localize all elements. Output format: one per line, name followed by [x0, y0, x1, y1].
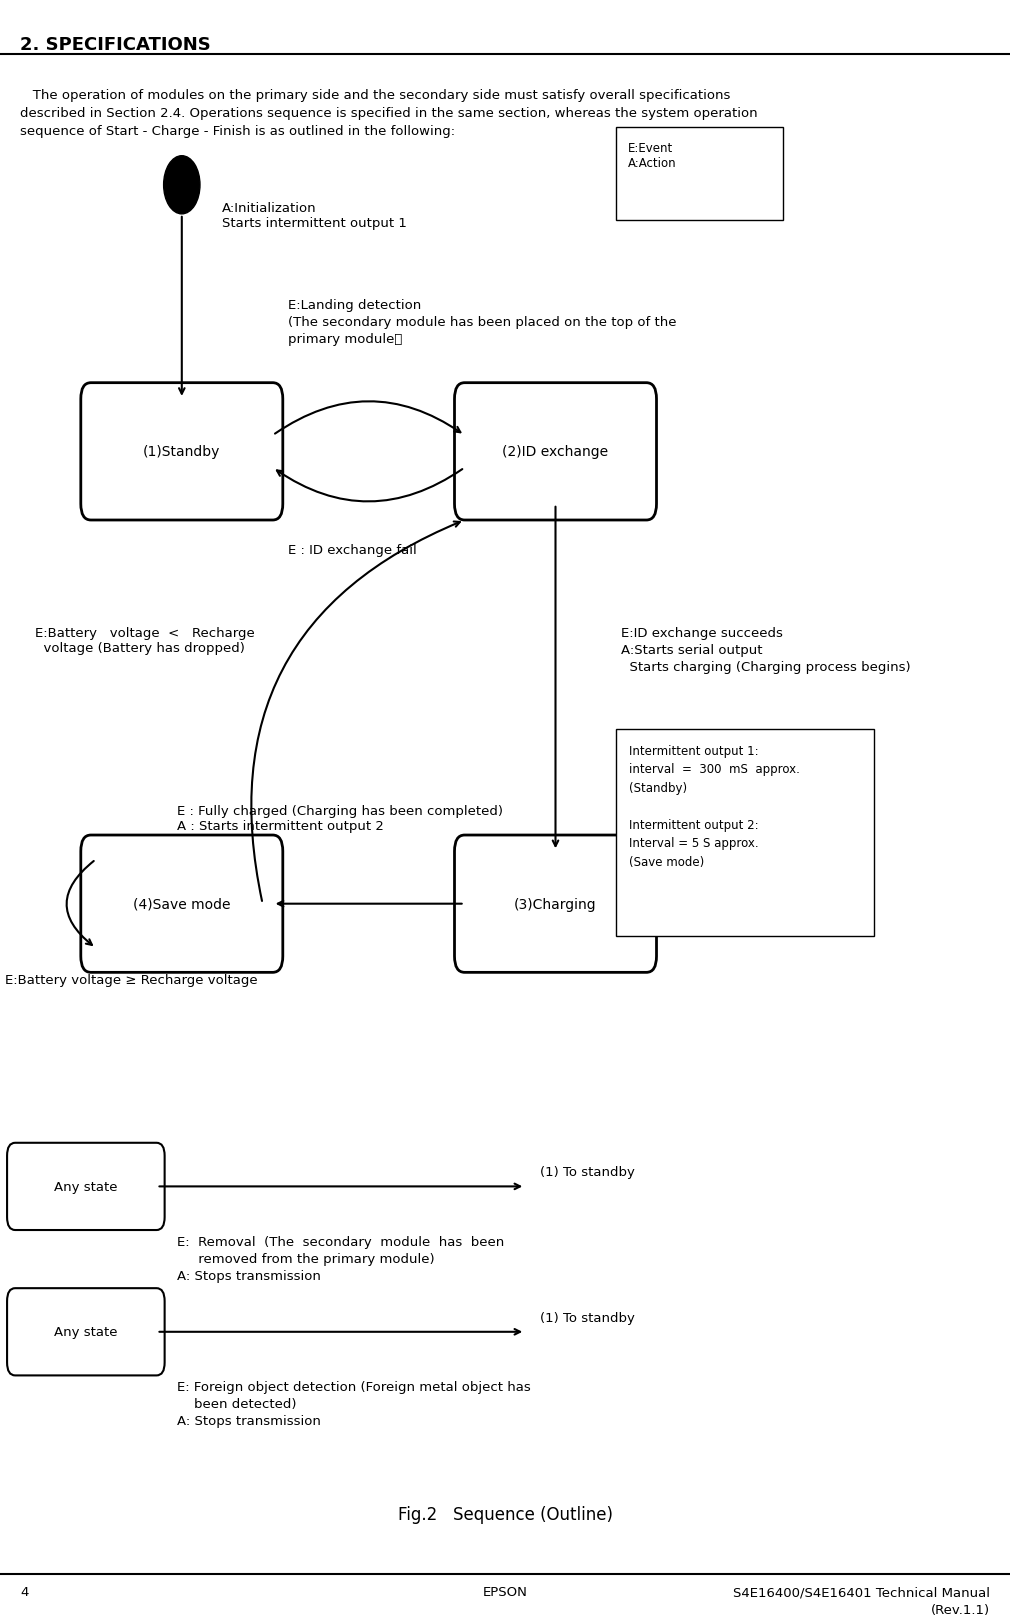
Text: E:Battery   voltage  <   Recharge
  voltage (Battery has dropped): E:Battery voltage < Recharge voltage (Ba…: [35, 626, 256, 654]
Text: Intermittent output 1:
interval  =  300  mS  approx.
(Standby)

Intermittent out: Intermittent output 1: interval = 300 mS…: [629, 745, 800, 868]
Text: (1) To standby: (1) To standby: [540, 1311, 635, 1324]
Text: Fig.2   Sequence (Outline): Fig.2 Sequence (Outline): [398, 1505, 612, 1522]
FancyBboxPatch shape: [81, 383, 283, 521]
FancyBboxPatch shape: [81, 836, 283, 972]
Text: S4E16400/S4E16401 Technical Manual
(Rev.1.1): S4E16400/S4E16401 Technical Manual (Rev.…: [733, 1586, 990, 1617]
FancyBboxPatch shape: [454, 383, 656, 521]
FancyBboxPatch shape: [454, 836, 656, 972]
Text: E:ID exchange succeeds
A:Starts serial output
  Starts charging (Charging proces: E:ID exchange succeeds A:Starts serial o…: [621, 626, 911, 674]
Text: 4: 4: [20, 1586, 28, 1599]
Text: E: Foreign object detection (Foreign metal object has
    been detected)
A: Stop: E: Foreign object detection (Foreign met…: [177, 1381, 530, 1427]
Text: (4)Save mode: (4)Save mode: [133, 898, 230, 911]
Text: (3)Charging: (3)Charging: [514, 898, 597, 911]
Text: 2. SPECIFICATIONS: 2. SPECIFICATIONS: [20, 36, 211, 54]
Text: Any state: Any state: [55, 1326, 117, 1339]
Text: Any state: Any state: [55, 1180, 117, 1193]
FancyBboxPatch shape: [616, 128, 783, 221]
FancyBboxPatch shape: [616, 730, 874, 936]
Text: (1)Standby: (1)Standby: [143, 445, 220, 459]
FancyBboxPatch shape: [7, 1289, 165, 1376]
Text: (1) To standby: (1) To standby: [540, 1165, 635, 1178]
Text: E:Landing detection
(The secondary module has been placed on the top of the
prim: E:Landing detection (The secondary modul…: [288, 299, 677, 346]
Text: E:Event
A:Action: E:Event A:Action: [628, 143, 677, 170]
Text: The operation of modules on the primary side and the secondary side must satisfy: The operation of modules on the primary …: [20, 89, 758, 138]
FancyBboxPatch shape: [7, 1143, 165, 1230]
Circle shape: [164, 156, 200, 214]
Text: (2)ID exchange: (2)ID exchange: [502, 445, 609, 459]
Text: A:Initialization
Starts intermittent output 1: A:Initialization Starts intermittent out…: [222, 201, 407, 230]
Text: EPSON: EPSON: [483, 1586, 527, 1599]
Text: E : Fully charged (Charging has been completed)
A : Starts intermittent output 2: E : Fully charged (Charging has been com…: [177, 803, 503, 833]
Text: E : ID exchange fail: E : ID exchange fail: [288, 544, 416, 557]
Text: E:  Removal  (The  secondary  module  has  been
     removed from the primary mo: E: Removal (The secondary module has bee…: [177, 1235, 504, 1282]
Text: E:Battery voltage ≥ Recharge voltage: E:Battery voltage ≥ Recharge voltage: [5, 974, 258, 987]
